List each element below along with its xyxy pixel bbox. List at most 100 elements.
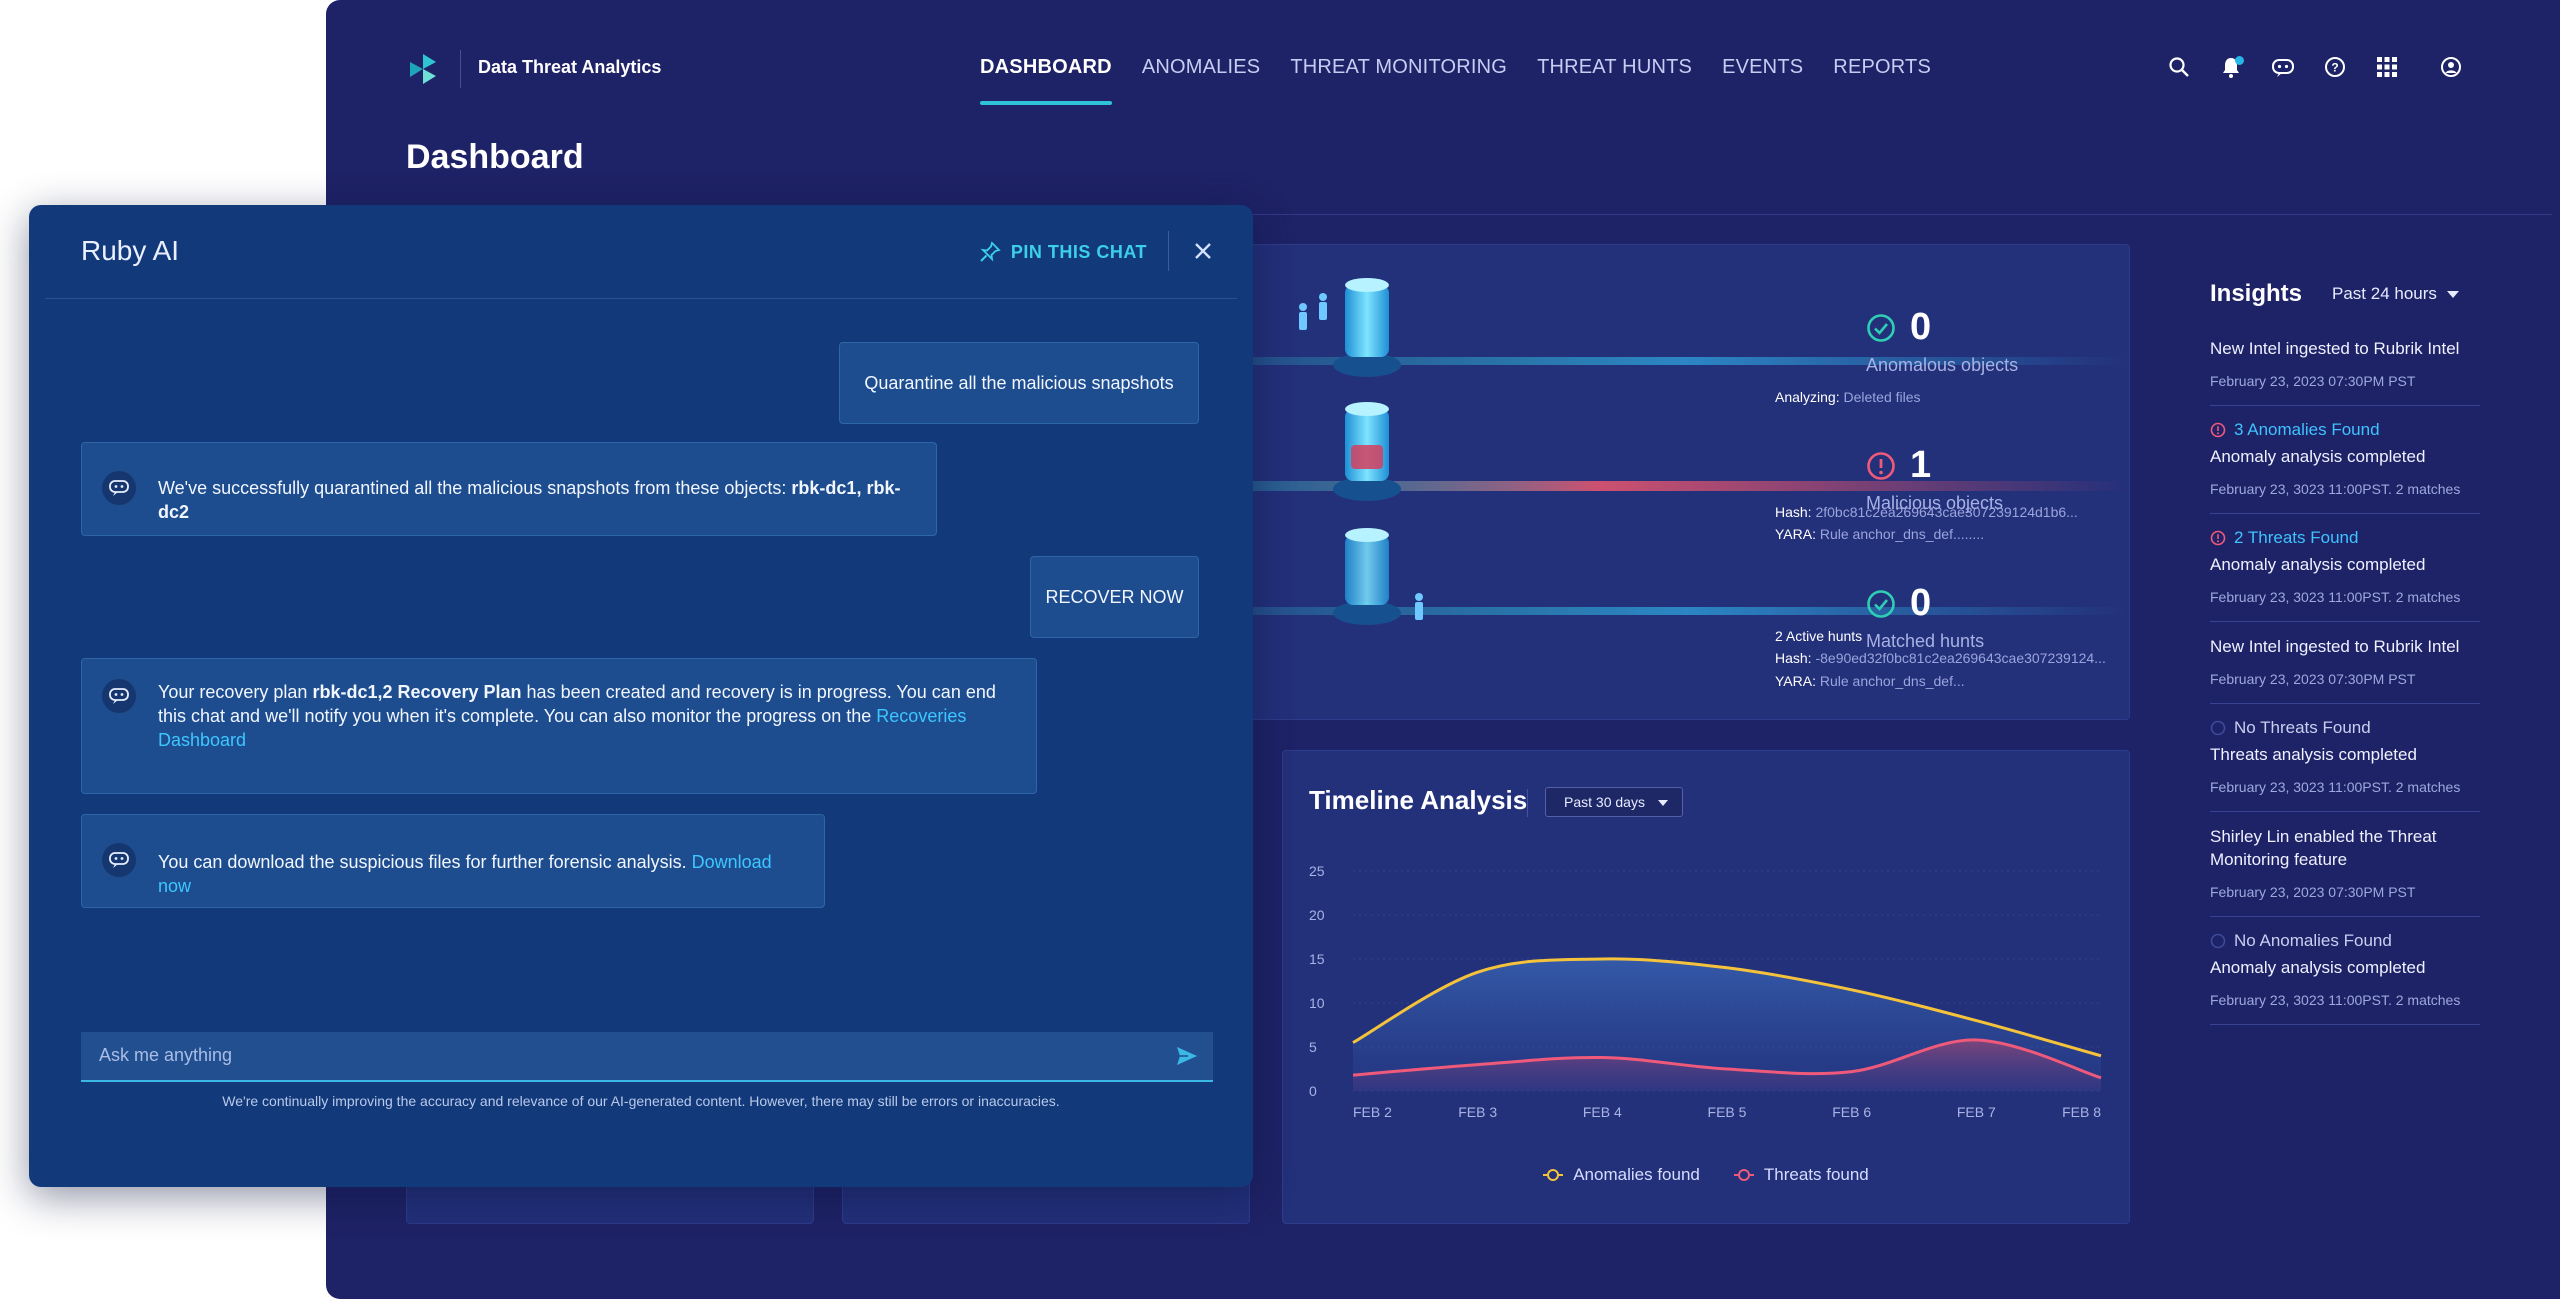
send-icon[interactable] bbox=[1175, 1044, 1199, 1068]
bot-message-download: You can download the suspicious files fo… bbox=[81, 814, 825, 908]
chat-input[interactable]: Ask me anything bbox=[81, 1032, 1213, 1082]
download-now-link[interactable]: Download now bbox=[158, 852, 772, 896]
stat-malicious: 1 Malicious objects bbox=[1866, 444, 2003, 514]
insight-date: February 23, 3023 11:00PST. 2 matches bbox=[2210, 991, 2461, 1008]
hunts-yara-label: YARA: bbox=[1775, 672, 1816, 689]
alert-circle-icon bbox=[2210, 422, 2226, 438]
malicious-yara: Rule anchor_dns_def........ bbox=[1819, 526, 1985, 543]
title-divider bbox=[406, 214, 2552, 215]
insight-item[interactable]: 3 Anomalies Found Anomaly analysis comple… bbox=[2210, 406, 2480, 514]
insights-title: Insights bbox=[2210, 280, 2303, 307]
pin-chat-label: PIN THIS CHAT bbox=[1010, 241, 1147, 262]
chat-header-divider bbox=[1168, 231, 1169, 271]
x-tick-label: FEB 7 bbox=[1957, 1104, 1996, 1120]
hunts-hash-label: Hash: bbox=[1775, 650, 1812, 667]
insight-tag-label: 3 Anomalies Found bbox=[2234, 419, 2380, 439]
recoveries-dashboard-link[interactable]: Recoveries Dashboard bbox=[158, 705, 967, 750]
nav-anomalies[interactable]: ANOMALIES bbox=[1141, 56, 1261, 78]
insight-item[interactable]: New Intel ingested to Rubrik Intel Februa… bbox=[2210, 324, 2480, 406]
insight-date: February 23, 3023 11:00PST. 2 matches bbox=[2210, 588, 2461, 605]
insight-date: February 23, 2023 07:30PM PST bbox=[2210, 883, 2416, 900]
x-tick-label: FEB 5 bbox=[1708, 1104, 1747, 1120]
timeline-divider bbox=[1527, 789, 1528, 817]
insights-list: New Intel ingested to Rubrik Intel Februa… bbox=[2210, 324, 2480, 1025]
y-tick-label: 15 bbox=[1309, 951, 1325, 967]
user-message-text: Quarantine all the malicious snapshots bbox=[864, 373, 1174, 393]
legend-threats[interactable]: Threats found bbox=[1733, 1165, 1869, 1185]
recovery-plan-name: rbk-dc1,2 Recovery Plan bbox=[312, 682, 522, 702]
insight-date: February 23, 3023 11:00PST. 2 matches bbox=[2210, 480, 2461, 497]
bot-message-objects: rbk-dc1, rbk-dc2 bbox=[158, 478, 901, 522]
legend-anomalies-label: Anomalies found bbox=[1573, 1165, 1700, 1184]
insights-range-dropdown[interactable]: Past 24 hours bbox=[2332, 284, 2459, 304]
stat-anomalous: 0 Anomalous objects bbox=[1866, 306, 2018, 376]
insight-tag[interactable]: 3 Anomalies Found bbox=[2210, 420, 2480, 440]
insight-text: New Intel ingested to Rubrik Intel bbox=[2210, 339, 2460, 358]
user-icon[interactable] bbox=[2438, 54, 2464, 80]
nav-reports[interactable]: REPORTS bbox=[1833, 56, 1932, 78]
hunt-details: 2 Active hunts Hash: -8e90ed32f0bc81c2ea… bbox=[1775, 625, 2106, 692]
nav-threat-hunts[interactable]: THREAT HUNTS bbox=[1537, 56, 1693, 78]
pipeline-line-3 bbox=[1243, 607, 2131, 615]
hunts-count: 2 Active hunts bbox=[1775, 628, 1863, 644]
legend-anomalies[interactable]: Anomalies found bbox=[1543, 1165, 1700, 1185]
timeline-chart: 0 5 10 15 20 25 FEB 2 FEB 3 FEB 4 FEB 5 FEB 6 FEB 7… bbox=[1309, 863, 2102, 1120]
top-navigation: Data Threat Analytics DASHBOARD ANOMALIE… bbox=[326, 0, 2560, 140]
y-tick-label: 0 bbox=[1309, 1083, 1317, 1099]
insight-text: Anomaly analysis completed bbox=[2210, 957, 2426, 977]
timeline-title: Timeline Analysis bbox=[1309, 785, 1528, 815]
database-node-3 bbox=[1333, 528, 1401, 625]
bot-message-text: You can download the suspicious files fo… bbox=[158, 852, 692, 872]
malicious-yara-label: YARA: bbox=[1775, 526, 1816, 543]
chat-bot-icon[interactable] bbox=[2270, 54, 2296, 80]
brand-divider bbox=[460, 50, 461, 88]
ruby-ai-chat-panel: Ruby AI PIN THIS CHAT Quarantine all the… bbox=[29, 205, 1253, 1187]
bell-icon[interactable] bbox=[2218, 54, 2244, 80]
nav-dashboard[interactable]: DASHBOARD bbox=[980, 56, 1112, 105]
insight-item[interactable]: 2 Threats Found Anomaly analysis complete… bbox=[2210, 514, 2480, 622]
chat-title: Ruby AI bbox=[81, 235, 180, 266]
help-icon[interactable]: ? bbox=[2322, 54, 2348, 80]
insight-item[interactable]: New Intel ingested to Rubrik Intel Februa… bbox=[2210, 622, 2480, 704]
timeline-range-dropdown[interactable]: Past 30 days bbox=[1545, 787, 1683, 817]
nav-threat-monitoring[interactable]: THREAT MONITORING bbox=[1290, 56, 1508, 78]
threats-area bbox=[1353, 1039, 2101, 1091]
insight-tag-label: 2 Threats Found bbox=[2234, 527, 2359, 547]
insight-text: Anomaly analysis completed bbox=[2210, 446, 2426, 466]
insight-date: February 23, 3023 11:00PST. 2 matches bbox=[2210, 778, 2461, 795]
svg-text:?: ? bbox=[2331, 61, 2338, 75]
insight-tag: No Anomalies Found bbox=[2210, 931, 2480, 951]
insight-text: Threats analysis completed bbox=[2210, 744, 2417, 764]
insight-tag-label: No Anomalies Found bbox=[2234, 930, 2392, 950]
apps-grid-icon[interactable] bbox=[2374, 54, 2400, 80]
insight-item[interactable]: Shirley Lin enabled the Threat Monitorin… bbox=[2210, 812, 2480, 917]
ai-disclaimer: We're continually improving the accuracy… bbox=[222, 1093, 1060, 1109]
bot-message-text: We've successfully quarantined all the m… bbox=[158, 478, 792, 498]
close-icon[interactable] bbox=[1191, 239, 1215, 263]
page-title: Dashboard bbox=[406, 138, 584, 176]
x-tick-label: FEB 8 bbox=[2062, 1104, 2101, 1120]
bot-avatar-icon bbox=[102, 679, 136, 713]
app-brand: Data Threat Analytics bbox=[478, 57, 662, 77]
y-tick-label: 20 bbox=[1309, 907, 1325, 923]
logo-icon bbox=[410, 54, 436, 84]
malicious-details: Hash: 2f0bc81c2ea269643cae307239124d1b6.… bbox=[1775, 501, 2078, 546]
search-icon[interactable] bbox=[2166, 54, 2192, 80]
pin-chat-button[interactable]: PIN THIS CHAT bbox=[979, 241, 1147, 263]
anomalous-label: Anomalous objects bbox=[1866, 355, 2019, 375]
chat-header-rule bbox=[45, 298, 1237, 299]
malicious-hash-label: Hash: bbox=[1775, 504, 1812, 520]
analyzing-label: Analyzing: bbox=[1775, 389, 1840, 405]
analyst-figures bbox=[1299, 293, 1423, 620]
insight-tag-label: No Threats Found bbox=[2234, 717, 2371, 737]
hunts-label: Matched hunts bbox=[1866, 631, 1985, 651]
check-circle-icon bbox=[1867, 313, 1895, 342]
nav-events[interactable]: EVENTS bbox=[1722, 56, 1804, 78]
insight-item[interactable]: No Anomalies Found Anomaly analysis compl… bbox=[2210, 917, 2480, 1025]
threats-line bbox=[1352, 1038, 2102, 1080]
insight-tag[interactable]: 2 Threats Found bbox=[2210, 528, 2480, 548]
insight-date: February 23, 2023 07:30PM PST bbox=[2210, 670, 2416, 687]
status-circle-icon bbox=[2210, 933, 2226, 948]
insight-item[interactable]: No Threats Found Threats analysis complet… bbox=[2210, 704, 2480, 812]
pipeline-illustration bbox=[1243, 278, 2131, 625]
